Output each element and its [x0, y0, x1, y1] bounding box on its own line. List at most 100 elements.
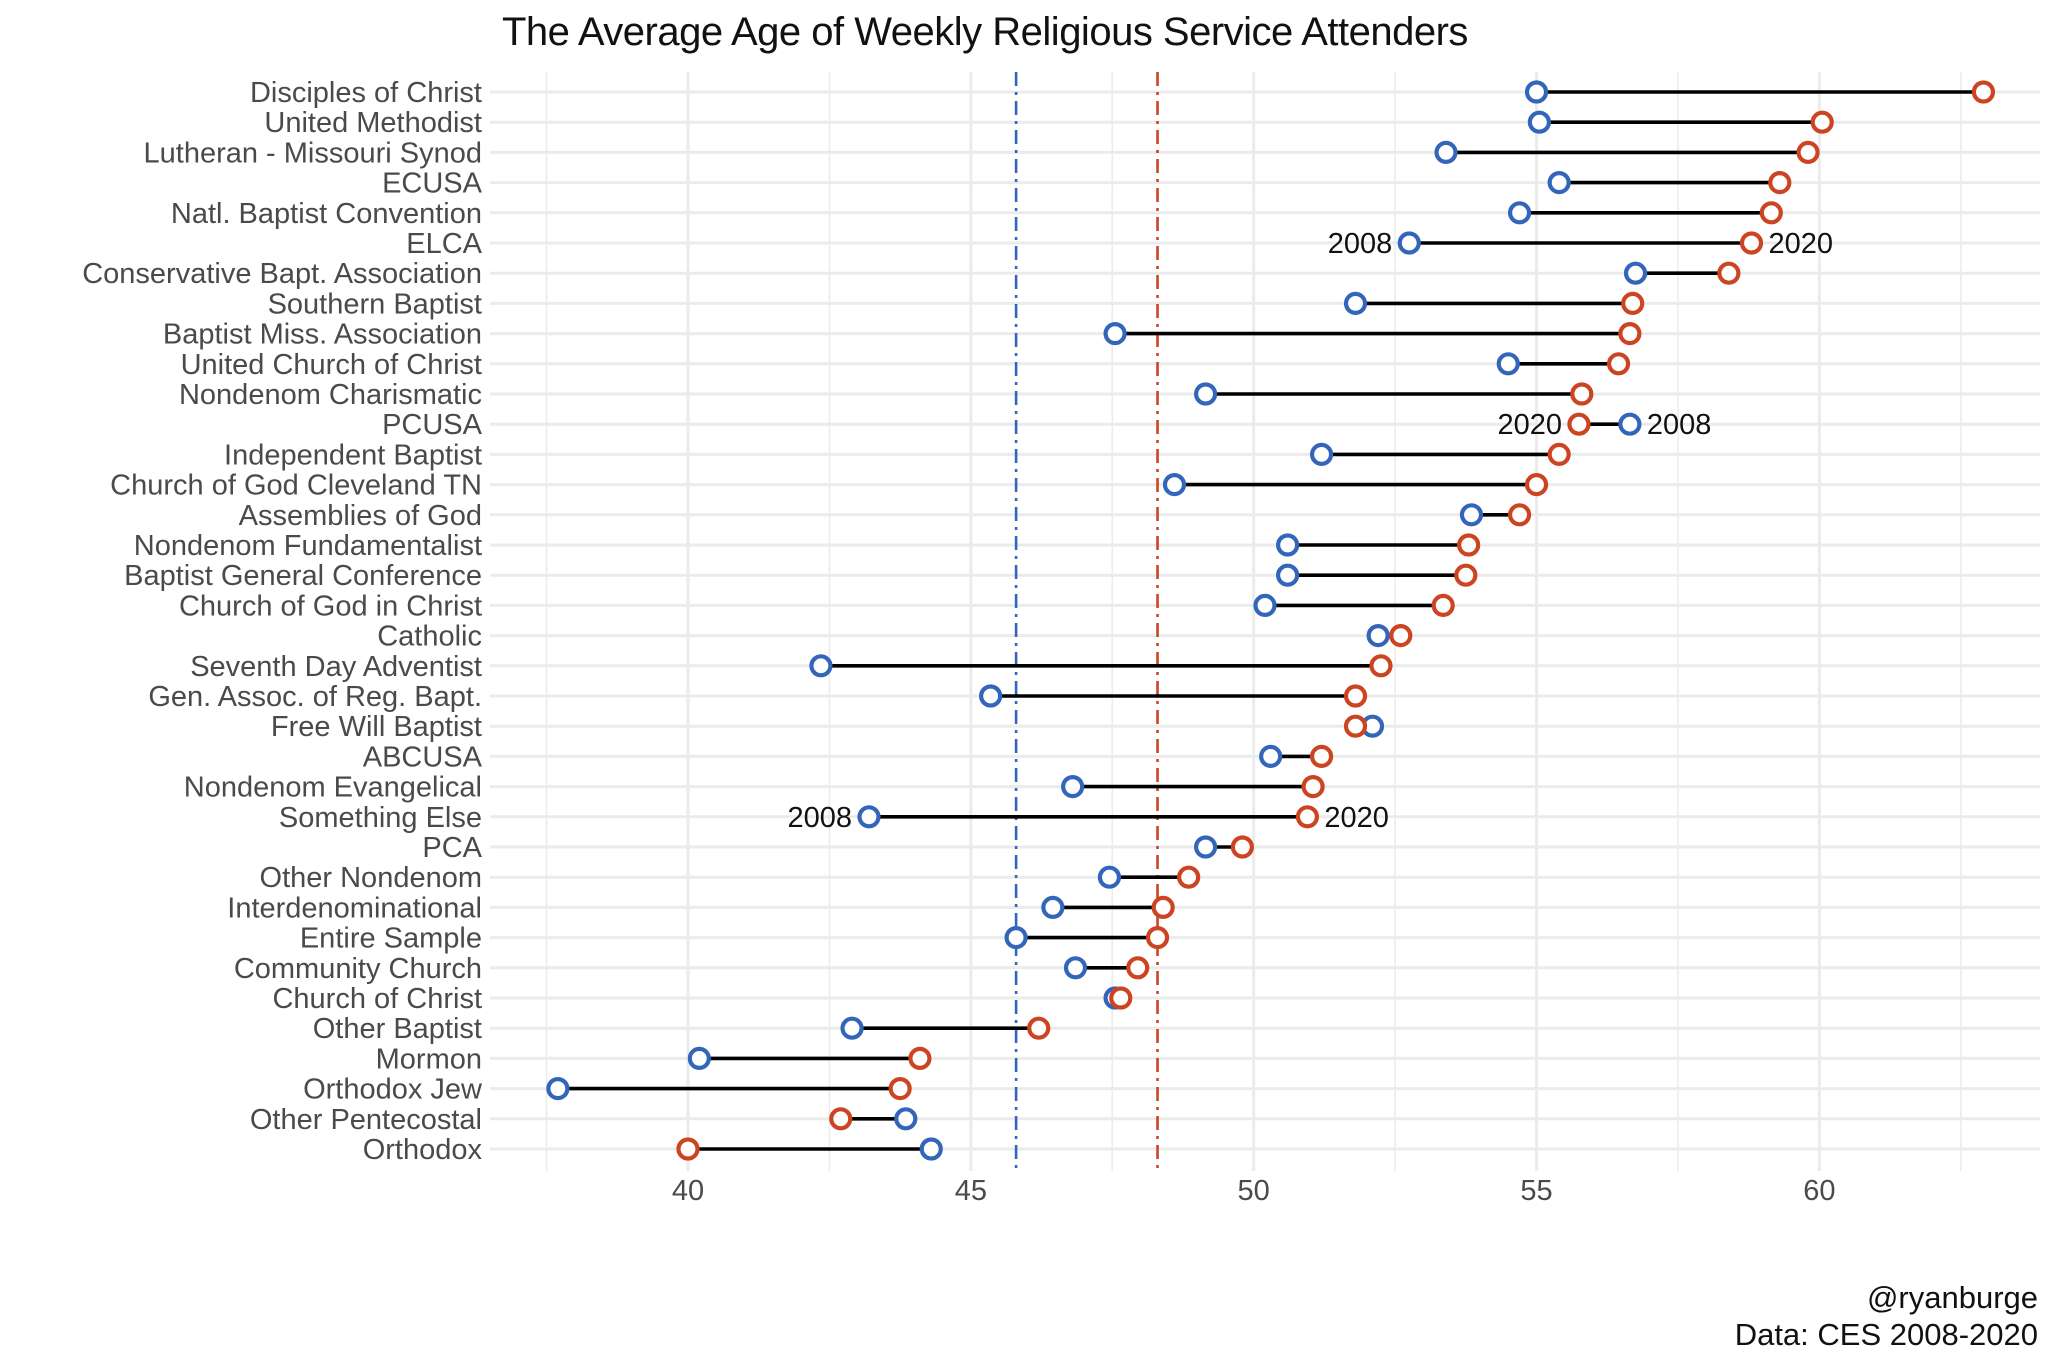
point-2008: [1547, 171, 1571, 195]
point-2020: [1109, 986, 1133, 1010]
caption-handle: @ryanburge: [1866, 1280, 2038, 1315]
category-label: PCUSA: [382, 409, 483, 441]
point-2008: [857, 805, 881, 829]
point-2008: [1309, 442, 1334, 466]
point-annotation: 2020: [1324, 802, 1389, 834]
point-2008: [1366, 623, 1390, 648]
point-2008: [1276, 563, 1300, 587]
chart-title: The Average Age of Weekly Religious Serv…: [502, 10, 1468, 54]
point-2020: [908, 1046, 932, 1071]
category-label: Lutheran - Missouri Synod: [144, 137, 483, 169]
point-2008: [1063, 956, 1088, 980]
point-2008: [1259, 744, 1283, 769]
category-label: Church of God in Christ: [179, 590, 482, 622]
point-2008: [1103, 322, 1127, 346]
category-label: Other Pentecostal: [250, 1104, 482, 1136]
point-2020: [1309, 744, 1334, 769]
category-label: Orthodox Jew: [303, 1074, 483, 1106]
point-2020: [888, 1076, 912, 1101]
point-2020: [1606, 352, 1631, 376]
x-tick-label: 40: [672, 1175, 704, 1207]
x-tick-label: 55: [1520, 1175, 1552, 1207]
caption-source: Data: CES 2008-2020: [1734, 1317, 2038, 1352]
point-2008: [979, 684, 1003, 708]
category-label: ABCUSA: [363, 741, 483, 773]
point-2020: [1151, 895, 1175, 920]
point-2008: [1434, 140, 1458, 164]
point-annotation: 2008: [1647, 409, 1712, 441]
point-2008: [919, 1137, 943, 1161]
point-2008: [1527, 110, 1551, 134]
x-axis-tick-labels: 40 45 50 55 60: [672, 1175, 1836, 1207]
category-label: Orthodox: [363, 1134, 483, 1166]
category-label: Independent Baptist: [224, 439, 482, 471]
point-2020: [1567, 412, 1591, 436]
x-tick-label: 60: [1803, 1175, 1835, 1207]
point-2020: [1759, 201, 1783, 225]
point-2008: [840, 1016, 864, 1040]
category-label: Nondenom Evangelical: [184, 772, 482, 804]
point-2008: [1194, 382, 1218, 406]
category-label: Assemblies of God: [239, 500, 482, 532]
point-2020: [1768, 171, 1792, 195]
point-2020: [1295, 805, 1320, 829]
point-2020: [1301, 774, 1325, 799]
point-2008: [1343, 291, 1368, 315]
category-label: Other Nondenom: [260, 862, 482, 894]
point-2008: [687, 1046, 711, 1071]
category-label: Other Baptist: [313, 1013, 482, 1045]
point-2020: [1343, 684, 1368, 708]
category-label: Church of God Cleveland TN: [110, 470, 482, 502]
data-points: [546, 80, 1996, 1161]
point-2020: [1431, 593, 1455, 618]
point-2008: [1618, 412, 1642, 436]
point-2020: [1389, 623, 1413, 648]
point-2020: [1177, 865, 1201, 889]
point-annotation: 2020: [1497, 409, 1562, 441]
point-2020: [676, 1137, 700, 1161]
point-2008: [1507, 201, 1532, 225]
category-label: Conservative Bapt. Association: [82, 258, 482, 290]
x-tick-label: 45: [955, 1175, 987, 1207]
category-label: Something Else: [279, 802, 482, 834]
point-2020: [1971, 80, 1996, 104]
point-2020: [1796, 140, 1820, 164]
category-label: ECUSA: [382, 168, 483, 200]
point-2008: [1276, 533, 1300, 557]
point-2020: [1454, 563, 1478, 587]
category-label: Baptist General Conference: [124, 560, 482, 592]
point-2008: [1459, 503, 1484, 527]
category-label: United Methodist: [264, 107, 482, 139]
point-2020: [1618, 322, 1642, 346]
point-annotation: 2008: [787, 802, 852, 834]
point-2020: [1343, 714, 1368, 738]
category-label: Entire Sample: [300, 923, 482, 955]
point-2020: [1145, 925, 1170, 950]
point-2008: [1004, 925, 1028, 950]
category-label: Catholic: [377, 621, 482, 653]
point-2020: [1717, 261, 1741, 285]
point-annotations: 2008 2020 2020 2008 2008 2020: [787, 228, 1833, 834]
point-2008: [1061, 774, 1085, 799]
category-label: ELCA: [406, 228, 482, 260]
point-2008: [894, 1107, 918, 1131]
category-label: Natl. Baptist Convention: [171, 198, 482, 230]
category-label: Nondenom Charismatic: [179, 379, 482, 411]
category-label: Baptist Miss. Association: [163, 319, 482, 351]
point-2020: [1457, 533, 1481, 557]
point-2020: [1126, 956, 1150, 980]
category-label: Seventh Day Adventist: [190, 651, 482, 683]
category-label: Community Church: [234, 953, 482, 985]
category-label: Church of Christ: [272, 983, 482, 1015]
point-2020: [1547, 442, 1571, 466]
point-2008: [809, 654, 833, 678]
point-2020: [1027, 1016, 1051, 1040]
point-annotation: 2008: [1328, 228, 1393, 260]
point-2008: [1162, 473, 1187, 497]
point-2008: [1097, 865, 1122, 889]
category-label: Southern Baptist: [268, 288, 482, 320]
point-2008: [1253, 593, 1277, 618]
point-2008: [1041, 895, 1065, 920]
